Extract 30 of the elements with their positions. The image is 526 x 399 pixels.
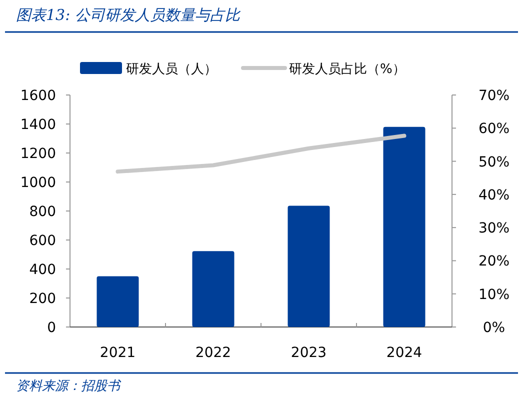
bar: [383, 126, 426, 327]
y-tick-label: 800: [29, 204, 56, 220]
y2-tick-label: 20%: [478, 254, 510, 270]
y-tick-label: 400: [29, 262, 56, 278]
y2-tick-label: 40%: [478, 187, 510, 204]
legend-label: 研发人员（人）: [126, 62, 217, 77]
y-tick-label: 1000: [20, 175, 56, 191]
y-tick-label: 200: [29, 291, 56, 307]
y-tick-label: 1200: [20, 146, 56, 162]
x-tick-label: 2021: [100, 345, 136, 361]
line-series: [116, 134, 406, 174]
legend-label: 研发人员占比（%）: [289, 62, 406, 77]
bar: [192, 251, 234, 327]
text: 资料来源：招股书: [16, 379, 122, 394]
y-tick-label: 1600: [20, 88, 56, 104]
bar: [96, 276, 139, 327]
y2-tick-label: 50%: [478, 154, 510, 170]
chart-title: 图表13: 公司研发人员数量与占比: [16, 6, 241, 24]
bar: [288, 206, 330, 327]
x-tick-label: 2024: [386, 345, 422, 361]
y2-tick-label: 60%: [478, 121, 510, 138]
y-tick-label: 0: [47, 320, 56, 336]
y2-tick-label: 30%: [478, 220, 510, 237]
y-tick-label: 600: [29, 233, 56, 249]
y-tick-label: 1400: [20, 117, 56, 133]
y2-tick-label: 0%: [482, 320, 506, 336]
y2-tick-label: 70%: [478, 88, 510, 104]
y2-tick-label: 10%: [478, 286, 510, 303]
x-tick-label: 2022: [195, 345, 232, 361]
x-tick-label: 2023: [290, 345, 327, 361]
